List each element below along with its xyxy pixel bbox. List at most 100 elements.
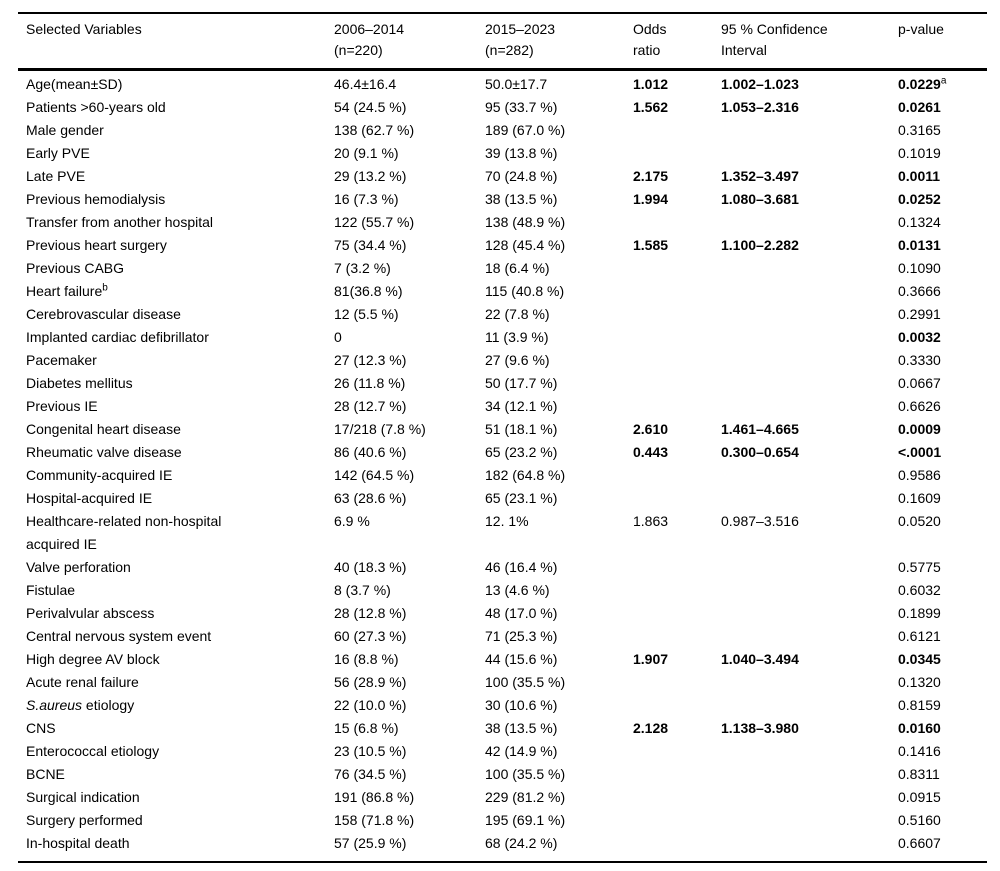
count-2006-2014-cell: 138 (62.7 %): [334, 122, 415, 138]
variable-cell: High degree AV block: [18, 648, 334, 671]
variable-label: Congenital heart disease: [26, 421, 181, 437]
variable-label: Hospital-acquired IE: [26, 490, 153, 506]
p-value-cell: 0.2991: [898, 306, 941, 322]
variable-label: Central nervous system event: [26, 628, 212, 644]
p-value-cell: 0.1320: [898, 674, 941, 690]
variable-cell: Surgery performed: [18, 809, 334, 832]
confidence-interval-cell: [721, 579, 898, 602]
odds-ratio-cell: [633, 326, 721, 349]
count-2015-2023-cell: 42 (14.9 %): [485, 743, 558, 759]
variable-label: Early PVE: [26, 145, 90, 161]
count-2015-2023-cell: 27 (9.6 %): [485, 352, 550, 368]
count-2006-2014-cell: 20 (9.1 %): [334, 145, 399, 161]
table-row: BCNE 76 (34.5 %) 100 (35.5 %) 0.8311: [18, 763, 987, 786]
count-2006-2014-cell: 86 (40.6 %): [334, 444, 407, 460]
p-value-cell: 0.0131: [898, 237, 941, 253]
variable-cell: Cerebrovascular disease: [18, 303, 334, 326]
table-row: Rheumatic valve disease 86 (40.6 %) 65 (23…: [18, 441, 987, 464]
p-value-cell: 0.0160: [898, 720, 941, 736]
p-value-cell: 0.0229a: [898, 75, 947, 92]
confidence-interval-cell: [721, 763, 898, 786]
table-row: In-hospital death 57 (25.9 %) 68 (24.2 %) 0…: [18, 832, 987, 862]
count-2006-2014-cell: 40 (18.3 %): [334, 559, 407, 575]
header-line1: p-value: [898, 21, 944, 37]
variable-cell: Previous heart surgery: [18, 234, 334, 257]
odds-ratio-cell: [633, 786, 721, 809]
variable-cell: Previous CABG: [18, 257, 334, 280]
count-2015-2023-cell: 48 (17.0 %): [485, 605, 558, 621]
confidence-interval-cell: [721, 740, 898, 763]
confidence-interval-cell: 1.138–3.980: [721, 720, 799, 736]
variable-label: Acute renal failure: [26, 674, 139, 690]
variable-cell: Diabetes mellitus: [18, 372, 334, 395]
count-2006-2014-cell: 16 (7.3 %): [334, 191, 399, 207]
variable-label: Enterococcal etiology: [26, 743, 160, 759]
confidence-interval-cell: [721, 786, 898, 809]
variable-label: S.aureus etiology: [26, 697, 135, 713]
col-header-period-2006-2014: 2006–2014 (n=220): [334, 13, 485, 70]
count-2006-2014-cell: 46.4±16.4: [334, 76, 397, 92]
p-value-cell: 0.0261: [898, 99, 941, 115]
confidence-interval-cell: [721, 280, 898, 303]
header-line1: 2015–2023: [485, 21, 556, 37]
table-row: Previous heart surgery 75 (34.4 %) 128 (45…: [18, 234, 987, 257]
count-2006-2014-cell: 29 (13.2 %): [334, 168, 407, 184]
confidence-interval-cell: 1.461–4.665: [721, 421, 799, 437]
p-value-cell: 0.0520: [898, 513, 941, 529]
table-row: Diabetes mellitus 26 (11.8 %) 50 (17.7 %) 0…: [18, 372, 987, 395]
odds-ratio-cell: [633, 694, 721, 717]
count-2006-2014-cell: 76 (34.5 %): [334, 766, 407, 782]
paper-table-region: Selected Variables 2006–2014 (n=220) 201…: [18, 12, 987, 863]
table-body: Age(mean±SD) 46.4±16.4 50.0±17.7 1.012 1.002…: [18, 70, 987, 863]
variable-cell: Perivalvular abscess: [18, 602, 334, 625]
table-row: Healthcare-related non-hospital acquired…: [18, 510, 987, 556]
count-2006-2014-cell: 28 (12.7 %): [334, 398, 407, 414]
variable-label: Previous hemodialysis: [26, 191, 166, 207]
variable-label: Fistulae: [26, 582, 76, 598]
count-2006-2014-cell: 26 (11.8 %): [334, 375, 406, 391]
variable-cell: Healthcare-related non-hospital acquired…: [18, 510, 334, 556]
variable-label: Perivalvular abscess: [26, 605, 155, 621]
variable-cell: Implanted cardiac defibrillator: [18, 326, 334, 349]
count-2006-2014-cell: 142 (64.5 %): [334, 467, 415, 483]
header-line2: ratio: [633, 42, 661, 58]
header-line1: 95 % Confidence: [721, 21, 828, 37]
count-2015-2023-cell: 95 (33.7 %): [485, 99, 558, 115]
odds-ratio-cell: [633, 142, 721, 165]
odds-ratio-cell: [633, 602, 721, 625]
odds-ratio-cell: [633, 487, 721, 510]
variable-cell: In-hospital death: [18, 832, 334, 862]
odds-ratio-cell: 2.128: [633, 720, 669, 736]
table-row: Perivalvular abscess 28 (12.8 %) 48 (17.0 …: [18, 602, 987, 625]
confidence-interval-cell: [721, 487, 898, 510]
variable-label: Previous IE: [26, 398, 98, 414]
odds-ratio-cell: [633, 395, 721, 418]
variable-label: High degree AV block: [26, 651, 160, 667]
count-2006-2014-cell: 22 (10.0 %): [334, 697, 407, 713]
p-value-cell: 0.5775: [898, 559, 941, 575]
count-2015-2023-cell: 50 (17.7 %): [485, 375, 558, 391]
table-row: Early PVE 20 (9.1 %) 39 (13.8 %) 0.1019: [18, 142, 987, 165]
variable-label: Rheumatic valve disease: [26, 444, 182, 460]
confidence-interval-cell: [721, 119, 898, 142]
count-2015-2023-cell: 65 (23.1 %): [485, 490, 558, 506]
odds-ratio-cell: [633, 763, 721, 786]
count-2015-2023-cell: 46 (16.4 %): [485, 559, 558, 575]
variable-cell: S.aureus etiology: [18, 694, 334, 717]
count-2006-2014-cell: 0: [334, 329, 342, 345]
variable-cell: Previous IE: [18, 395, 334, 418]
confidence-interval-cell: 1.080–3.681: [721, 191, 799, 207]
confidence-interval-cell: [721, 602, 898, 625]
table-row: Pacemaker 27 (12.3 %) 27 (9.6 %) 0.3330: [18, 349, 987, 372]
count-2006-2014-cell: 57 (25.9 %): [334, 835, 407, 851]
variable-label: Implanted cardiac defibrillator: [26, 329, 209, 345]
p-value-cell: 0.0032: [898, 329, 941, 345]
count-2015-2023-cell: 65 (23.2 %): [485, 444, 558, 460]
table-row: Patients >60-years old 54 (24.5 %) 95 (33.…: [18, 96, 987, 119]
confidence-interval-cell: 1.053–2.316: [721, 99, 799, 115]
count-2015-2023-cell: 138 (48.9 %): [485, 214, 566, 230]
variable-cell: Central nervous system event: [18, 625, 334, 648]
confidence-interval-cell: 1.002–1.023: [721, 76, 799, 92]
count-2015-2023-cell: 100 (35.5 %): [485, 766, 566, 782]
col-header-odds-ratio: Odds ratio: [633, 13, 721, 70]
